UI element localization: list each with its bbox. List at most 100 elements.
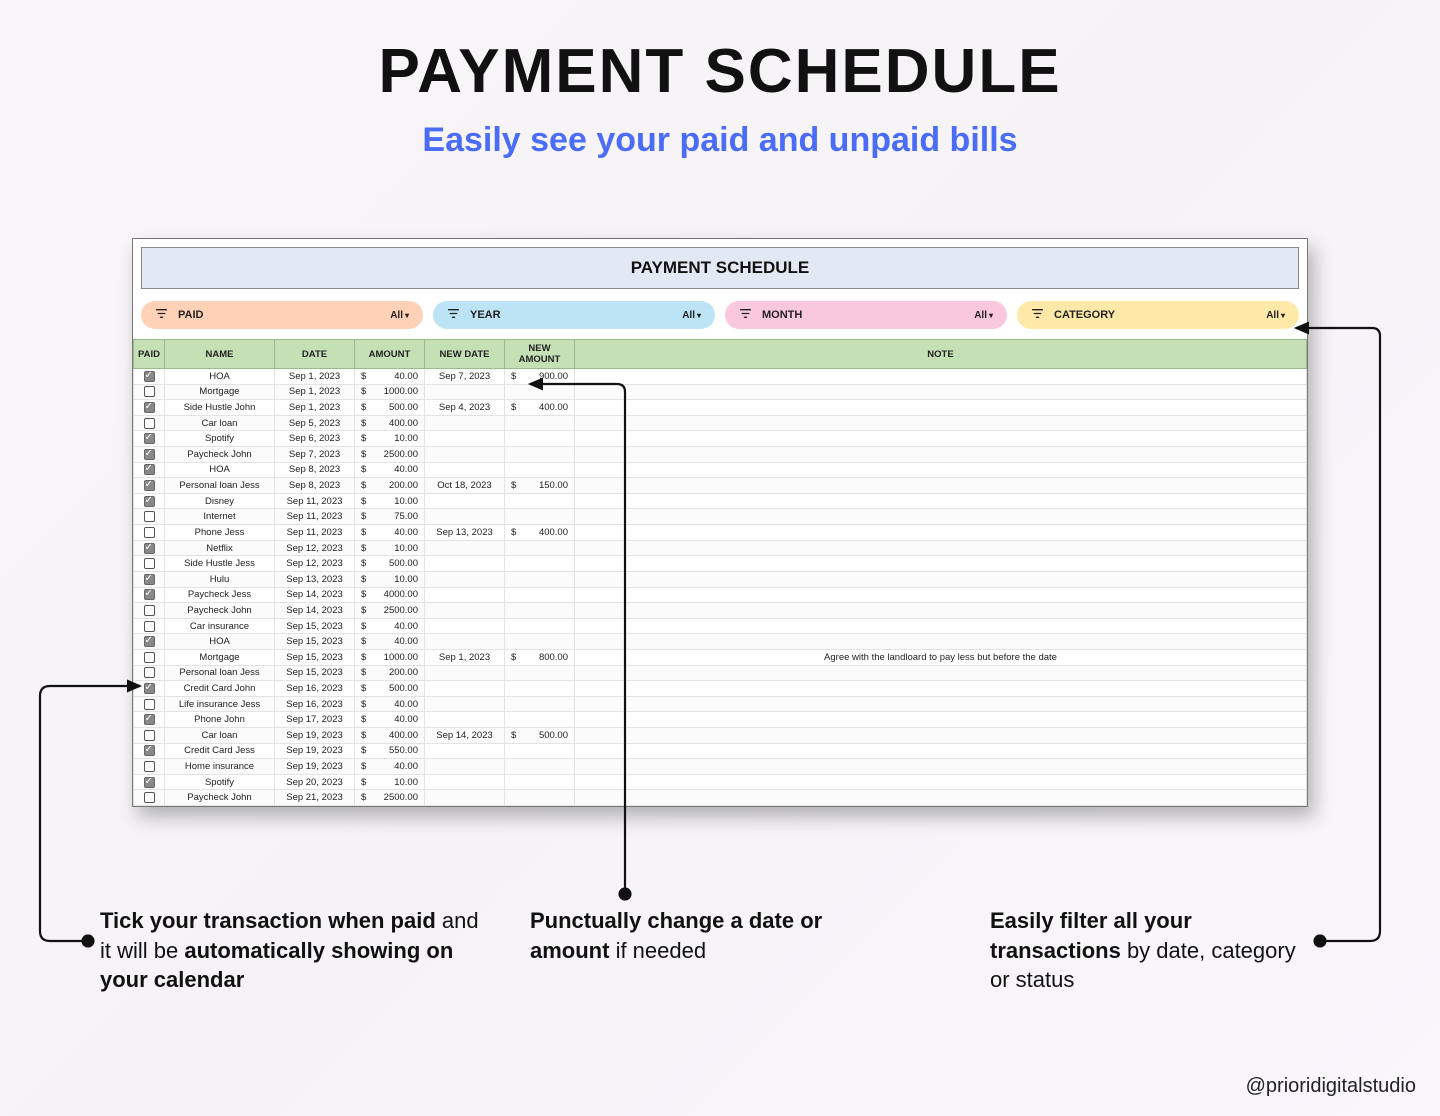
cell-name: Disney [165, 493, 275, 509]
cell-name: Car insurance [165, 618, 275, 634]
cell-date: Sep 1, 2023 [275, 400, 355, 416]
filter-label: MONTH [762, 309, 974, 321]
paid-checkbox[interactable] [144, 761, 155, 772]
filter-category[interactable]: CATEGORY All▾ [1017, 301, 1299, 329]
table-row: HOASep 8, 2023$40.00 [134, 462, 1307, 478]
cell-paid[interactable] [134, 447, 165, 463]
cell-amount: $10.00 [355, 774, 425, 790]
cell-paid[interactable] [134, 462, 165, 478]
paid-checkbox[interactable] [144, 574, 155, 585]
paid-checkbox[interactable] [144, 418, 155, 429]
cell-paid[interactable] [134, 634, 165, 650]
paid-checkbox[interactable] [144, 449, 155, 460]
paid-checkbox[interactable] [144, 386, 155, 397]
cell-new-amount [505, 603, 575, 619]
cell-name: Car loan [165, 728, 275, 744]
cell-amount: $10.00 [355, 493, 425, 509]
paid-checkbox[interactable] [144, 605, 155, 616]
spreadsheet-panel: PAYMENT SCHEDULE PAID All▾ YEAR All▾ MON… [132, 238, 1308, 807]
cell-paid[interactable] [134, 728, 165, 744]
paid-checkbox[interactable] [144, 636, 155, 647]
cell-paid[interactable] [134, 774, 165, 790]
paid-checkbox[interactable] [144, 543, 155, 554]
paid-checkbox[interactable] [144, 714, 155, 725]
paid-checkbox[interactable] [144, 464, 155, 475]
paid-checkbox[interactable] [144, 402, 155, 413]
cell-paid[interactable] [134, 431, 165, 447]
paid-checkbox[interactable] [144, 589, 155, 600]
cell-paid[interactable] [134, 618, 165, 634]
cell-paid[interactable] [134, 556, 165, 572]
paid-checkbox[interactable] [144, 652, 155, 663]
cell-paid[interactable] [134, 649, 165, 665]
paid-checkbox[interactable] [144, 371, 155, 382]
filter-paid[interactable]: PAID All▾ [141, 301, 423, 329]
cell-new-amount [505, 540, 575, 556]
paid-checkbox[interactable] [144, 792, 155, 803]
cell-note [575, 790, 1307, 806]
cell-paid[interactable] [134, 571, 165, 587]
cell-name: Spotify [165, 774, 275, 790]
cell-paid[interactable] [134, 587, 165, 603]
cell-new-amount [505, 431, 575, 447]
paid-checkbox[interactable] [144, 777, 155, 788]
cell-new-amount: $500.00 [505, 728, 575, 744]
cell-amount: $40.00 [355, 696, 425, 712]
cell-amount: $10.00 [355, 431, 425, 447]
filter-month[interactable]: MONTH All▾ [725, 301, 1007, 329]
cell-date: Sep 21, 2023 [275, 790, 355, 806]
cell-paid[interactable] [134, 525, 165, 541]
paid-checkbox[interactable] [144, 558, 155, 569]
cell-paid[interactable] [134, 603, 165, 619]
paid-checkbox[interactable] [144, 699, 155, 710]
cell-paid[interactable] [134, 759, 165, 775]
cell-paid[interactable] [134, 493, 165, 509]
table-row: NetflixSep 12, 2023$10.00 [134, 540, 1307, 556]
cell-paid[interactable] [134, 712, 165, 728]
paid-checkbox[interactable] [144, 511, 155, 522]
cell-paid[interactable] [134, 743, 165, 759]
payments-table: PAID NAME DATE AMOUNT NEW DATE NEW AMOUN… [133, 339, 1307, 806]
table-row: Side Hustle JohnSep 1, 2023$500.00Sep 4,… [134, 400, 1307, 416]
cell-new-amount [505, 493, 575, 509]
paid-checkbox[interactable] [144, 433, 155, 444]
cell-note [575, 400, 1307, 416]
cell-name: HOA [165, 369, 275, 385]
cell-paid[interactable] [134, 384, 165, 400]
cell-note [575, 540, 1307, 556]
cell-date: Sep 19, 2023 [275, 759, 355, 775]
cell-note: Agree with the landloard to pay less but… [575, 649, 1307, 665]
cell-new-date [425, 431, 505, 447]
cell-name: Credit Card John [165, 681, 275, 697]
cell-paid[interactable] [134, 665, 165, 681]
cell-new-amount [505, 384, 575, 400]
cell-new-date: Sep 14, 2023 [425, 728, 505, 744]
cell-paid[interactable] [134, 540, 165, 556]
cell-new-amount [505, 571, 575, 587]
filter-year[interactable]: YEAR All▾ [433, 301, 715, 329]
cell-paid[interactable] [134, 369, 165, 385]
paid-checkbox[interactable] [144, 730, 155, 741]
cell-paid[interactable] [134, 681, 165, 697]
cell-new-date [425, 509, 505, 525]
paid-checkbox[interactable] [144, 745, 155, 756]
paid-checkbox[interactable] [144, 496, 155, 507]
cell-paid[interactable] [134, 790, 165, 806]
cell-paid[interactable] [134, 400, 165, 416]
cell-new-amount [505, 696, 575, 712]
paid-checkbox[interactable] [144, 683, 155, 694]
paid-checkbox[interactable] [144, 621, 155, 632]
filter-icon [155, 307, 168, 323]
cell-paid[interactable] [134, 415, 165, 431]
cell-paid[interactable] [134, 509, 165, 525]
paid-checkbox[interactable] [144, 480, 155, 491]
cell-paid[interactable] [134, 478, 165, 494]
cell-date: Sep 15, 2023 [275, 665, 355, 681]
table-row: Personal loan JessSep 8, 2023$200.00Oct … [134, 478, 1307, 494]
paid-checkbox[interactable] [144, 667, 155, 678]
cell-new-amount [505, 415, 575, 431]
cell-paid[interactable] [134, 696, 165, 712]
cell-name: Phone Jess [165, 525, 275, 541]
paid-checkbox[interactable] [144, 527, 155, 538]
cell-note [575, 431, 1307, 447]
